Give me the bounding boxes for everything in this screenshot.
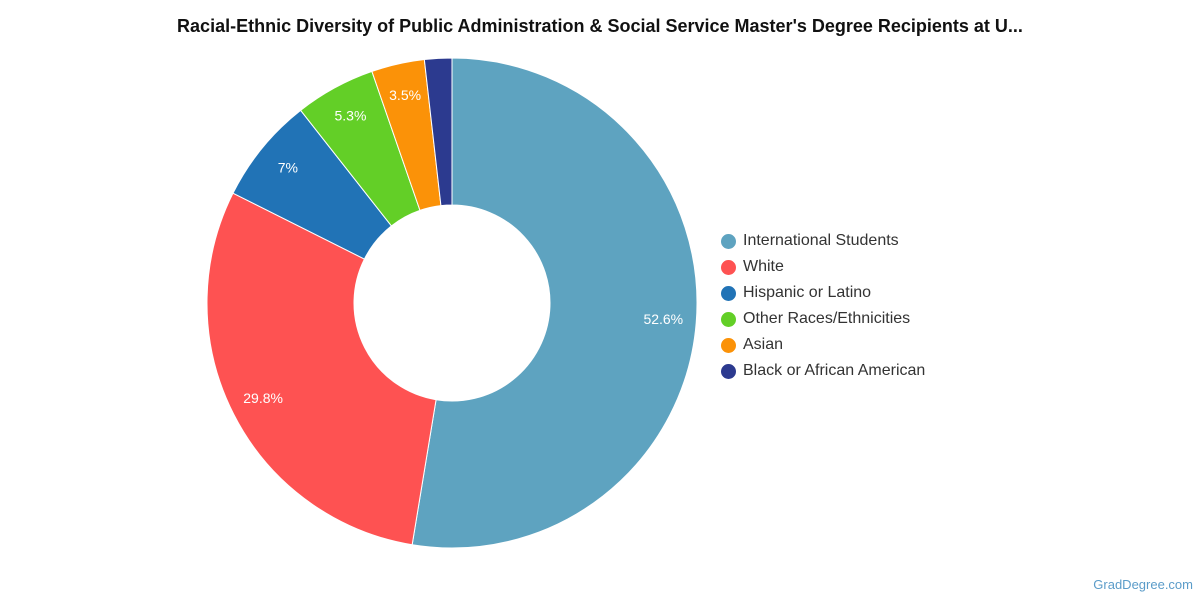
legend-label: White (743, 258, 784, 275)
slice-value-label: 5.3% (334, 108, 366, 124)
legend-swatch (721, 285, 736, 301)
legend-label: Asian (743, 336, 784, 353)
donut-slice-white[interactable] (206, 192, 437, 546)
legend-swatch (721, 233, 736, 249)
legend-item[interactable]: Hispanic or Latino (721, 280, 925, 306)
donut-slice-international-students[interactable] (411, 57, 698, 549)
donut-slice-black-or-african-american[interactable] (423, 57, 453, 207)
slice-value-label: 7% (278, 160, 298, 176)
chart-legend: International Students White Hispanic or… (721, 228, 925, 384)
legend-item[interactable]: Asian (721, 332, 925, 358)
legend-label: International Students (743, 232, 899, 249)
legend-swatch (721, 311, 736, 327)
legend-label: Black or African American (743, 362, 926, 379)
legend-swatch (721, 363, 736, 379)
legend-item[interactable]: White (721, 254, 925, 280)
chart-title: Racial-Ethnic Diversity of Public Admini… (177, 16, 1023, 36)
legend-item[interactable]: Black or African American (721, 358, 925, 384)
legend-item[interactable]: Other Races/Ethnicities (721, 306, 925, 332)
watermark-link[interactable]: GradDegree.com (1093, 577, 1193, 592)
legend-label: Other Races/Ethnicities (743, 310, 911, 327)
legend-item[interactable]: International Students (721, 228, 925, 254)
legend-swatch (721, 337, 736, 353)
slice-value-label: 3.5% (389, 87, 421, 103)
slice-value-label: 29.8% (243, 390, 283, 406)
slice-value-label: 52.6% (643, 311, 683, 327)
legend-swatch (721, 259, 736, 275)
legend-label: Hispanic or Latino (743, 284, 872, 301)
